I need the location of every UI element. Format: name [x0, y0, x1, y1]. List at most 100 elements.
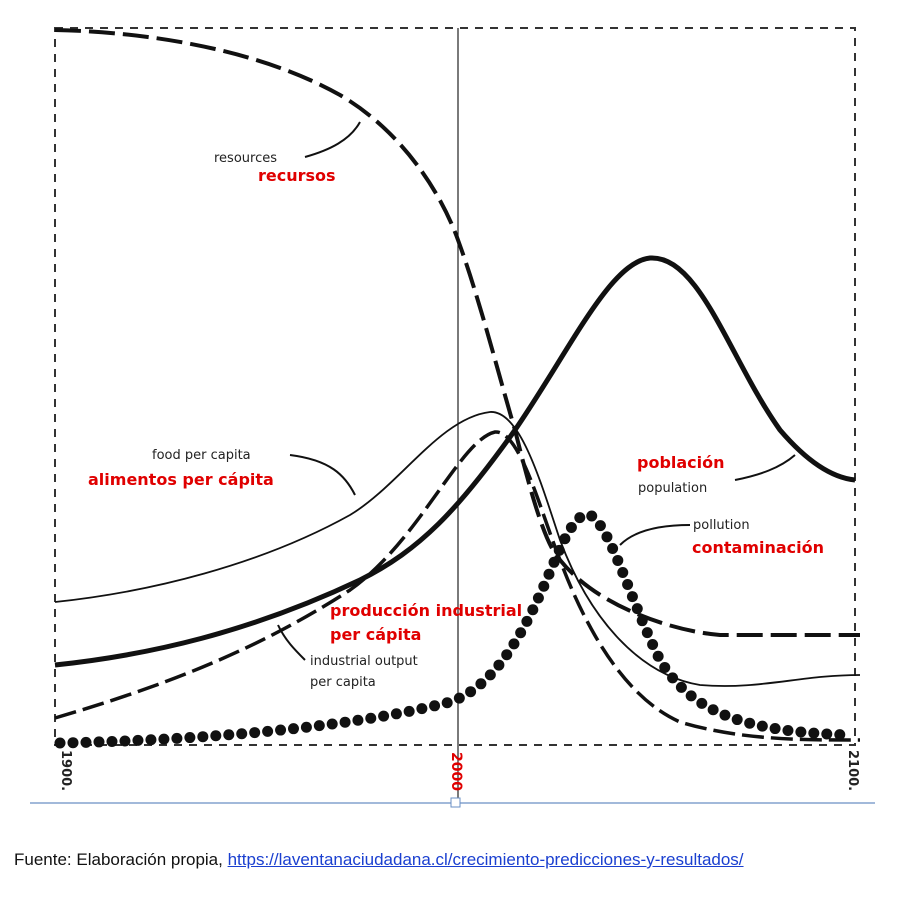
pollution-dot [465, 686, 477, 698]
handle [450, 797, 461, 808]
arrow [734, 454, 796, 481]
pollution-dot [119, 735, 131, 747]
pollution-dot [313, 720, 325, 732]
curves [54, 28, 861, 742]
resources-curve [54, 28, 860, 637]
pollution-dot [675, 681, 687, 693]
pollution-dot [521, 615, 533, 627]
pollution-dot [532, 592, 544, 604]
pollution-dot [641, 627, 653, 639]
pollution-dot [171, 732, 183, 744]
arrows [277, 121, 796, 661]
pollution-dot [834, 729, 846, 741]
pollution-dot [795, 726, 807, 738]
arrow [277, 624, 306, 661]
pollution-dot [339, 716, 351, 728]
food-curve [54, 411, 861, 687]
pollution-dot [527, 604, 539, 616]
pollution-dot [429, 700, 441, 712]
pollution-dot [731, 714, 743, 726]
pollution-dot [548, 556, 560, 568]
pollution-dot [390, 708, 402, 720]
pollution-dot [543, 568, 555, 580]
pollution-dot [696, 697, 708, 709]
arrow [289, 454, 356, 496]
label: population [638, 481, 707, 496]
pollution-dot [326, 718, 338, 730]
pollution-dot [631, 603, 643, 615]
pollution-dot [622, 579, 634, 591]
pollution-dot [275, 724, 287, 736]
pollution-dot [574, 512, 586, 524]
pollution-dot [223, 729, 235, 741]
label: per capita [310, 675, 376, 690]
pollution-dot [93, 736, 105, 748]
pollution-dot [262, 725, 274, 737]
pollution-dot [236, 728, 248, 740]
caption: Fuente: Elaboración propia, https://lave… [14, 846, 814, 874]
arrow [304, 121, 361, 158]
pollution-dot [484, 669, 496, 681]
x-label: 1900. [58, 750, 73, 791]
pollution-dot [594, 520, 606, 532]
pollution-dot [612, 554, 624, 566]
pollution-dot [197, 731, 209, 743]
pollution-dot [416, 703, 428, 715]
pollution-dot [132, 734, 144, 746]
pollution-dot [601, 531, 613, 543]
pollution-dot [652, 650, 664, 662]
population-curve [54, 255, 856, 668]
pollution-dot [565, 521, 577, 533]
pollution-dot [707, 704, 719, 716]
pollution-dot [352, 714, 364, 726]
pollution-dot [607, 543, 619, 555]
pollution-dot [501, 649, 513, 661]
pollution-dot [475, 678, 487, 690]
label: pollution [693, 518, 750, 533]
pollution-dot [158, 733, 170, 745]
pollution-dot [493, 659, 505, 671]
pollution-dot [667, 672, 679, 684]
pollution-dot [586, 510, 598, 522]
pollution-dot [249, 727, 261, 739]
label-es: alimentos per cápita [88, 470, 274, 489]
pollution-dot [378, 710, 390, 722]
pollution-dot [808, 727, 820, 739]
label-es: recursos [258, 166, 336, 185]
pollution-dot [769, 723, 781, 735]
pollution-dot [106, 735, 118, 747]
pollution-dot [617, 566, 629, 578]
pollution-dot [756, 720, 768, 732]
industrial-curve [54, 430, 861, 742]
pollution-dot [145, 734, 157, 746]
pollution-dot [287, 723, 299, 735]
pollution-dot [685, 690, 697, 702]
caption-text: Fuente: Elaboración propia, [14, 850, 228, 869]
pollution-dot [508, 638, 520, 650]
pollution-dot [67, 737, 79, 749]
pollution-dot [636, 615, 648, 627]
pollution-dot [403, 705, 415, 717]
caption-link[interactable]: https://laventanaciudadana.cl/crecimient… [227, 850, 744, 869]
pollution-dot [453, 692, 465, 704]
label: resources [214, 151, 277, 166]
pollution-dot [782, 724, 794, 736]
pollution-dot [515, 627, 527, 639]
pollution-dot [210, 730, 222, 742]
arrow [619, 524, 691, 546]
pollution-dot [184, 732, 196, 744]
label-es: contaminación [692, 538, 824, 557]
pollution-dot [538, 580, 550, 592]
pollution-dot [626, 591, 638, 603]
pollution-dot [553, 544, 565, 556]
x-label: 2100. [845, 750, 860, 791]
label-es: per cápita [330, 625, 421, 644]
pollution-dots [54, 510, 846, 749]
pollution-dot [744, 717, 756, 729]
pollution-dot [441, 697, 453, 709]
x-label: 2000 [448, 752, 464, 791]
pollution-dot [365, 712, 377, 724]
label: food per capita [152, 448, 251, 463]
label-es: población [637, 453, 725, 472]
